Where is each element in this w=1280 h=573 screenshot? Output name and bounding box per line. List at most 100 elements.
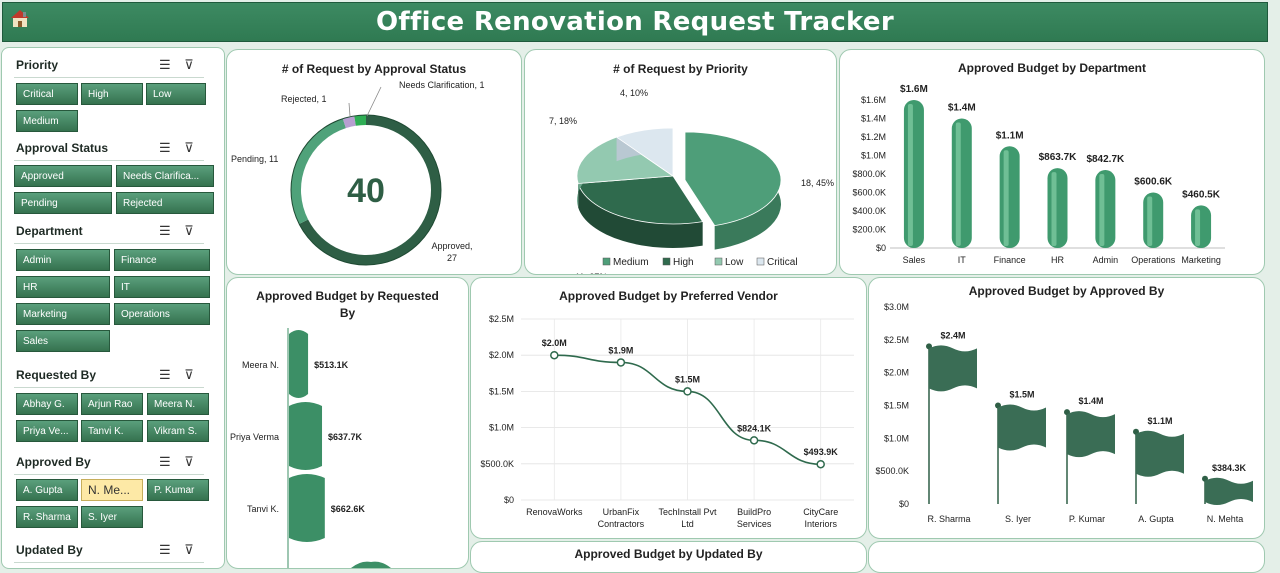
bar-marketing [1191, 205, 1212, 248]
bar-data-label: $513.1K [314, 360, 349, 370]
y-tick-label: $200.0K [852, 225, 886, 235]
slicer-item-priority[interactable]: Medium [16, 110, 78, 132]
legend-label: Low [725, 257, 744, 268]
pie-slice-medium [684, 131, 782, 250]
x-tick-label: HR [1051, 255, 1064, 265]
slicer-item-department[interactable]: Operations [114, 303, 210, 325]
clear-filter-icon[interactable]: ⊽ [180, 57, 194, 72]
y-tick-label: $500.0K [480, 459, 514, 469]
x-tick-label: Services [737, 519, 772, 529]
y-tick-label: $1.4M [861, 114, 886, 124]
x-tick-label: UrbanFix [603, 507, 640, 517]
department-chart: Approved Budget by Department $0 $200.0K $… [839, 49, 1265, 275]
bar-data-label: $842.7K [1086, 154, 1125, 165]
chart-title: Approved Budget by Department [957, 61, 1146, 75]
multi-select-icon[interactable]: ☰ [159, 57, 171, 72]
legend-label: Medium [613, 257, 649, 268]
home-icon[interactable] [9, 8, 31, 33]
slicer-item-approvedby[interactable]: S. Iyer [81, 506, 143, 528]
pie-top [684, 131, 782, 227]
slicer-item-approvedby[interactable]: A. Gupta [16, 479, 78, 501]
bar-data-label: $1.4M [1078, 396, 1103, 406]
x-tick-label: IT [958, 255, 967, 265]
y-tick-label: $1.0M [861, 151, 886, 161]
slicer-divider [14, 160, 204, 161]
slicer-item-approvedby[interactable]: P. Kumar [147, 479, 209, 501]
priority-chart: # of Request by Priority 18, 45% 11, 27% 7… [524, 49, 837, 275]
x-tick-label: Sales [903, 255, 926, 265]
slicer-item-approval[interactable]: Needs Clarifica... [116, 165, 214, 187]
legend-label: Critical [767, 257, 798, 268]
bar-data-label: $460.5K [1182, 189, 1221, 200]
slicer-divider [14, 474, 204, 475]
clear-filter-icon[interactable]: ⊽ [180, 140, 194, 155]
y-tick-label: $3.0M [884, 302, 909, 312]
y-tick-label: $1.5M [884, 401, 909, 411]
slicer-controls: ☰ ⊽ [159, 57, 194, 73]
bar-sales [903, 100, 924, 248]
slicer-item-requested[interactable]: Abhay G. [16, 393, 78, 415]
slicer-item-department[interactable]: Admin [16, 249, 110, 271]
clear-filter-icon[interactable]: ⊽ [180, 223, 194, 238]
slicer-item-approvedby[interactable]: R. Sharma [16, 506, 78, 528]
donut-data-label: Pending, 11 [231, 154, 278, 164]
slicer-controls: ☰ ⊽ [159, 542, 194, 558]
page-title: Office Renovation Request Tracker [376, 7, 894, 37]
x-tick-label: Operations [1131, 255, 1176, 265]
slicer-item-department[interactable]: IT [114, 276, 210, 298]
donut-data-label: Needs Clarification, 1 [399, 80, 485, 90]
slicer-item-department[interactable]: HR [16, 276, 110, 298]
slicer-controls: ☰ ⊽ [159, 223, 194, 239]
slicer-item-approval[interactable]: Pending [14, 192, 112, 214]
slicer-item-requested[interactable]: Arjun Rao [81, 393, 143, 415]
pie-slice-high [577, 175, 704, 248]
line-data-label: $824.1K [737, 423, 772, 433]
donut-slice-approved [299, 115, 441, 265]
slicer-item-requested[interactable]: Tanvi K. [81, 420, 143, 442]
bar-tanvi-k. [289, 474, 325, 542]
bar-priya-verma [289, 402, 323, 470]
slicer-item-requested[interactable]: Vikram S. [147, 420, 209, 442]
donut-slice-pending [291, 118, 347, 225]
flag-rsharma [929, 345, 977, 392]
slicer-item-approvedby[interactable]: N. Me... [81, 479, 143, 501]
multi-select-icon[interactable]: ☰ [159, 542, 171, 557]
slicer-item-priority[interactable]: High [81, 83, 143, 105]
slicer-item-department[interactable]: Sales [16, 330, 110, 352]
pie-slice-low [576, 136, 675, 208]
slicer-item-priority[interactable]: Critical [16, 83, 78, 105]
bar-data-label: $1.5M [1009, 390, 1034, 400]
clear-filter-icon[interactable]: ⊽ [180, 367, 194, 382]
slicer-item-department[interactable]: Finance [114, 249, 210, 271]
slicer-item-approval[interactable]: Approved [14, 165, 112, 187]
slicer-item-priority[interactable]: Low [146, 83, 206, 105]
multi-select-icon[interactable]: ☰ [159, 367, 171, 382]
flag-nmehta [1205, 477, 1253, 505]
line-data-label: $2.0M [542, 338, 567, 348]
legend-swatch [714, 257, 723, 266]
y-tick-label: $2.5M [489, 314, 514, 324]
slicer-title-department: Department [16, 224, 83, 238]
donut-slice-rejected [342, 115, 356, 129]
y-tick-label: $1.2M [861, 132, 886, 142]
bar-data-label: $637.7K [328, 432, 363, 442]
x-tick-label: A. Gupta [1138, 514, 1174, 524]
bar-admin [1095, 170, 1116, 248]
slicer-item-requested[interactable]: Priya Ve... [16, 420, 78, 442]
approved-by-chart: Approved Budget by Approved By $0 $500.0K… [868, 277, 1265, 539]
slicer-divider [14, 562, 204, 563]
slicer-item-requested[interactable]: Meera N. [147, 393, 209, 415]
slicer-item-approval[interactable]: Rejected [116, 192, 214, 214]
multi-select-icon[interactable]: ☰ [159, 223, 171, 238]
chart-title: Approved Budget by Approved By [968, 284, 1165, 298]
multi-select-icon[interactable]: ☰ [159, 454, 171, 469]
title-bar: Office Renovation Request Tracker [2, 2, 1268, 42]
y-tick-label: Tanvi K. [247, 504, 279, 514]
clear-filter-icon[interactable]: ⊽ [180, 454, 194, 469]
slicer-divider [14, 77, 204, 78]
clear-filter-icon[interactable]: ⊽ [180, 542, 194, 557]
multi-select-icon[interactable]: ☰ [159, 140, 171, 155]
pie-slice-critical [615, 127, 674, 177]
slicer-item-department[interactable]: Marketing [16, 303, 110, 325]
pie-side [578, 183, 703, 248]
